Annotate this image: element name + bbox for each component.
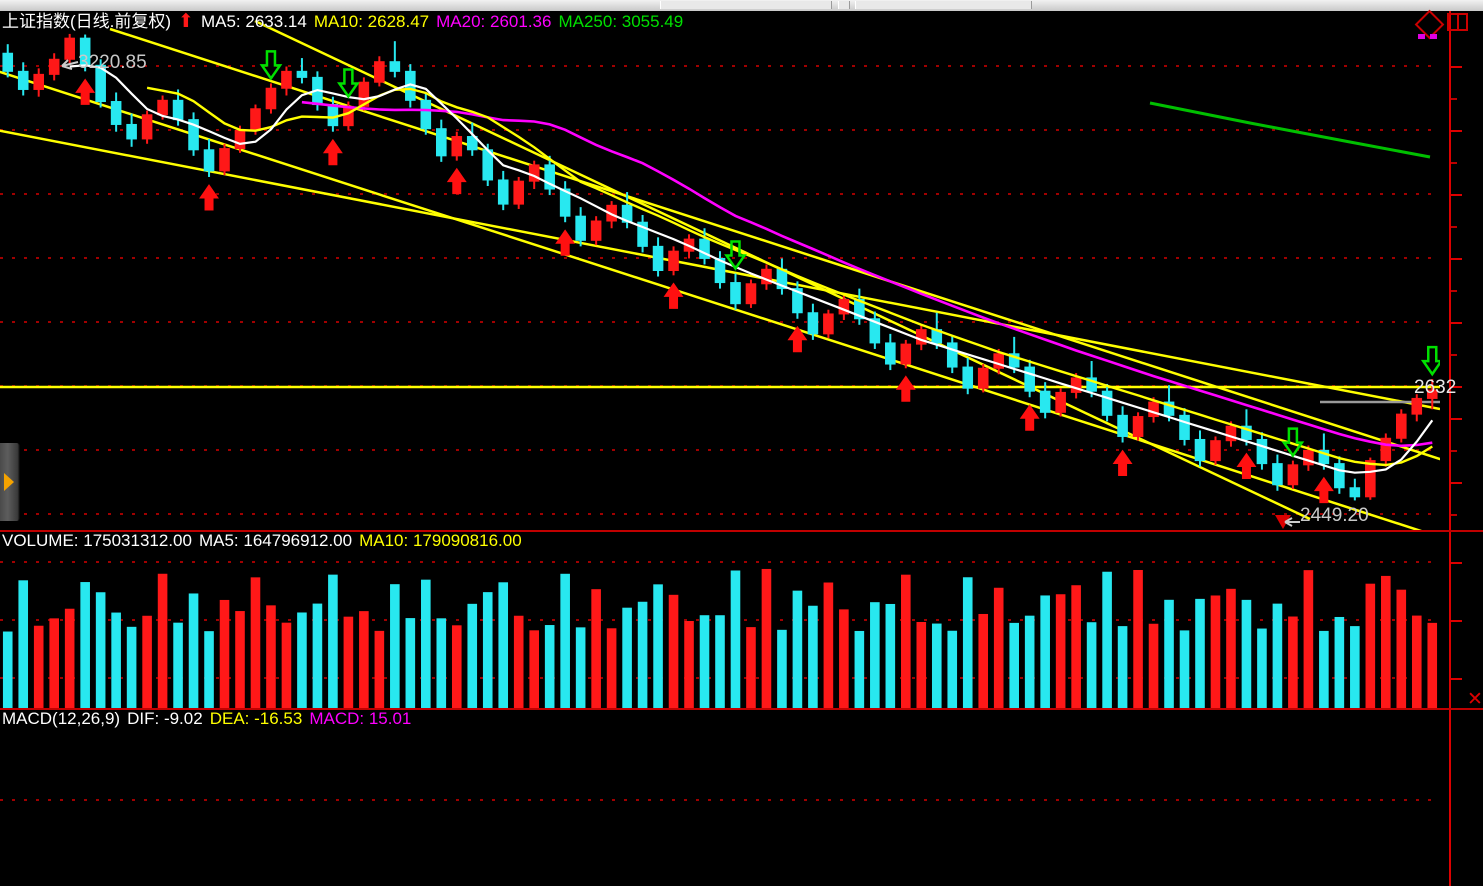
axis-line [1449,710,1451,886]
axis-tick-minor [1451,226,1457,228]
axis-tick [1451,620,1462,622]
volume-panel[interactable]: VOLUME: 175031312.00 MA5: 164796912.00 MA1… [0,530,1483,708]
toolbar-segment[interactable] [855,1,1032,9]
ma250-readout: MA250: 3055.49 [558,12,684,31]
ma10-readout: MA10: 2628.47 [313,12,430,31]
low-marker-pointer [1284,517,1300,527]
sidebar-expand-arrow-icon[interactable] [4,473,14,491]
volume-plot-area[interactable] [0,532,1483,708]
instrument-title: 上证指数(日线.前复权) [2,12,172,31]
axis-tick-minor [1451,354,1457,356]
close-x-icon[interactable]: ✕ [1467,689,1483,710]
axis-line [1449,11,1451,530]
volume-chart-svg [0,561,1440,708]
macd-panel-header: MACD(12,26,9) DIF: -9.02 DEA: -16.53 MACD: … [2,708,418,730]
split-window-icon[interactable] [1447,13,1468,31]
ma10-line [146,86,1433,467]
volume-ma5-readout: MA5: 164796912.00 [198,531,353,550]
price-volume-divider [0,530,1483,532]
ma250-line [1149,101,1431,159]
axis-tick [1451,418,1462,420]
macd-title: MACD(12,26,9) [2,709,121,728]
axis-tick [1451,66,1462,68]
price-chart-svg [0,19,1440,530]
axis-tick-minor [1451,98,1457,100]
last-price-label: 2632 [1414,377,1457,398]
signal-arrows [75,50,1440,504]
volume-readout: VOLUME: 175031312.00 [2,531,192,550]
ma20-readout: MA20: 2601.36 [436,12,552,31]
macd-axis[interactable] [1440,710,1483,886]
price-panel-header: 上证指数(日线.前复权) ⬆ MA5: 2633.14 MA10: 2628.47 MA… [2,11,690,33]
axis-line [1449,532,1451,708]
candlestick-series [2,33,1438,501]
price-chart-panel[interactable]: 3220.85 2449.20 2632 上证指数(日线.前复权) ⬆ MA5: 2… [0,11,1483,530]
volume-bars [2,568,1438,708]
axis-tick [1451,678,1462,680]
low-marker-triangle [1275,515,1291,529]
volume-panel-header: VOLUME: 175031312.00 MA5: 164796912.00 MA1… [2,530,529,552]
toolbar-segment[interactable] [838,1,850,9]
macd-panel[interactable]: MACD(12,26,9) DIF: -9.02 DEA: -16.53 MACD: … [0,708,1483,886]
ma5-readout: MA5: 2633.14 [200,12,307,31]
volume-axis[interactable] [1440,532,1483,708]
axis-tick [1451,258,1462,260]
high-marker [61,59,79,70]
macd-chart-svg [0,799,1440,801]
macd-dea-readout: DEA: -16.53 [209,709,303,728]
dots-indicator-icon [1418,34,1425,39]
low-price-label: 2449.20 [1300,505,1369,526]
axis-tick [1451,194,1462,196]
trend-channel-lines [0,19,1440,530]
axis-tick [1451,130,1462,132]
price-axis[interactable] [1440,11,1483,530]
macd-value-readout: MACD: 15.01 [309,709,412,728]
macd-plot-area[interactable] [0,710,1483,886]
sidebar-expand-handle[interactable] [0,443,20,521]
axis-tick-minor [1451,290,1457,292]
axis-tick-minor [1451,514,1457,516]
volume-macd-divider [0,708,1483,710]
up-arrow-icon: ⬆ [178,11,194,32]
macd-dif-readout: DIF: -9.02 [127,709,203,728]
ma5-line [69,64,1434,474]
dots-indicator-icon [1430,34,1437,39]
volume-ma10-readout: MA10: 179090816.00 [359,531,522,550]
high-price-label: 3220.85 [78,52,147,73]
price-plot-area[interactable]: 3220.85 2449.20 2632 [0,11,1483,530]
axis-tick [1451,386,1462,388]
axis-tick-minor [1451,162,1457,164]
axis-tick [1451,562,1462,564]
axis-tick [1451,322,1462,324]
axis-tick-minor [1451,450,1457,452]
toolbar-segment[interactable] [660,1,832,9]
axis-tick [1451,482,1462,484]
